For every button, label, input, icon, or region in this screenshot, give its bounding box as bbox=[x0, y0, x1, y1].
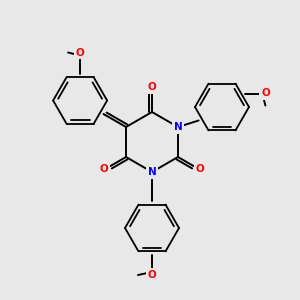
Text: O: O bbox=[100, 164, 109, 175]
Text: N: N bbox=[148, 167, 156, 177]
Text: O: O bbox=[195, 164, 204, 175]
Text: O: O bbox=[148, 270, 156, 280]
Text: O: O bbox=[261, 88, 270, 98]
Text: O: O bbox=[148, 82, 156, 92]
Text: O: O bbox=[76, 47, 85, 58]
Text: N: N bbox=[174, 122, 182, 132]
